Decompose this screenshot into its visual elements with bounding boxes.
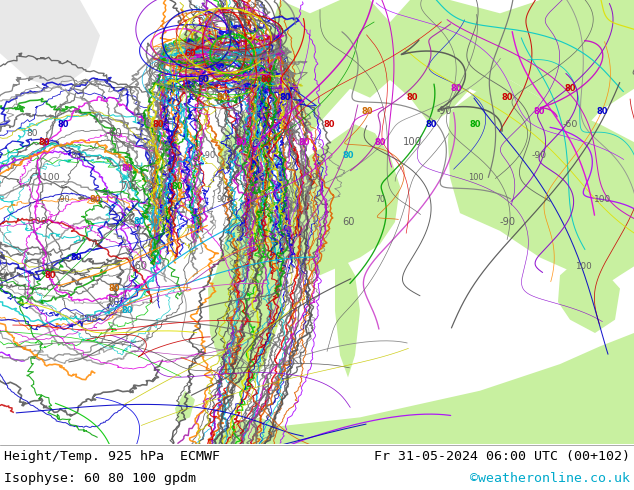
- Text: 90: 90: [108, 297, 120, 307]
- Text: 80: 80: [470, 120, 481, 129]
- Text: ©weatheronline.co.uk: ©weatheronline.co.uk: [470, 471, 630, 485]
- Text: 70: 70: [120, 181, 133, 192]
- Polygon shape: [558, 258, 620, 333]
- Text: 80: 80: [45, 271, 56, 280]
- Text: 70: 70: [89, 240, 101, 249]
- Polygon shape: [208, 200, 285, 391]
- Text: 80: 80: [299, 138, 310, 147]
- Text: 80: 80: [70, 151, 82, 160]
- Text: 70: 70: [375, 196, 385, 204]
- Text: 80: 80: [280, 93, 291, 102]
- Text: 100: 100: [29, 218, 47, 226]
- Polygon shape: [335, 258, 360, 377]
- Text: 80: 80: [375, 138, 386, 147]
- Polygon shape: [270, 124, 400, 275]
- Text: 80: 80: [89, 196, 101, 204]
- Text: 80: 80: [108, 284, 120, 293]
- Text: 80: 80: [501, 93, 513, 102]
- Polygon shape: [215, 333, 634, 444]
- Text: 80: 80: [343, 151, 354, 160]
- Text: 100: 100: [593, 196, 611, 204]
- Text: 80: 80: [172, 182, 183, 191]
- Text: 80: 80: [425, 120, 437, 129]
- Text: 80: 80: [261, 75, 272, 84]
- Text: -60: -60: [563, 120, 578, 129]
- Text: 80: 80: [121, 164, 133, 173]
- Text: 90: 90: [235, 226, 247, 235]
- Text: -60: -60: [106, 128, 122, 138]
- Text: 100: 100: [468, 173, 483, 182]
- Text: -90: -90: [151, 62, 166, 72]
- Text: -90: -90: [531, 151, 547, 160]
- Text: 80: 80: [153, 120, 164, 129]
- Polygon shape: [230, 111, 260, 177]
- Text: 80: 80: [451, 84, 462, 93]
- Polygon shape: [175, 391, 195, 422]
- Polygon shape: [218, 124, 234, 169]
- Text: 80: 80: [406, 93, 418, 102]
- Polygon shape: [448, 80, 634, 289]
- Text: 80: 80: [597, 106, 608, 116]
- Polygon shape: [160, 22, 225, 75]
- Text: -90: -90: [57, 196, 70, 204]
- Text: -90: -90: [436, 106, 451, 116]
- Polygon shape: [0, 0, 100, 89]
- Text: Height/Temp. 925 hPa  ECMWF: Height/Temp. 925 hPa ECMWF: [4, 450, 220, 464]
- Text: 80: 80: [58, 120, 69, 129]
- Text: -90: -90: [499, 217, 515, 227]
- Text: 80: 80: [324, 120, 335, 129]
- Text: 80: 80: [533, 106, 545, 116]
- Text: 80: 80: [216, 93, 228, 102]
- Text: 100: 100: [575, 262, 592, 271]
- Text: 80: 80: [134, 218, 145, 226]
- Text: 60: 60: [197, 75, 209, 84]
- Text: 80: 80: [362, 106, 373, 116]
- Text: 80: 80: [121, 306, 133, 315]
- Text: -90: -90: [203, 151, 216, 160]
- Text: 100: 100: [42, 173, 60, 182]
- Polygon shape: [265, 0, 634, 133]
- Text: 80: 80: [565, 84, 576, 93]
- Text: 80: 80: [39, 138, 50, 147]
- Text: -60: -60: [131, 261, 148, 271]
- Text: 60: 60: [184, 49, 196, 58]
- Text: 100: 100: [80, 315, 98, 324]
- Text: 90: 90: [217, 196, 227, 204]
- Text: 80: 80: [26, 129, 37, 138]
- Text: Fr 31-05-2024 06:00 UTC (00+102): Fr 31-05-2024 06:00 UTC (00+102): [374, 450, 630, 464]
- Text: 90: 90: [311, 173, 323, 182]
- Text: 60: 60: [342, 217, 355, 227]
- Text: 60: 60: [184, 84, 197, 94]
- Text: 80: 80: [235, 138, 247, 147]
- Text: 80: 80: [280, 129, 291, 138]
- Text: Isophyse: 60 80 100 gpdm: Isophyse: 60 80 100 gpdm: [4, 471, 196, 485]
- Text: 100: 100: [403, 137, 422, 147]
- Text: 80: 80: [70, 253, 82, 262]
